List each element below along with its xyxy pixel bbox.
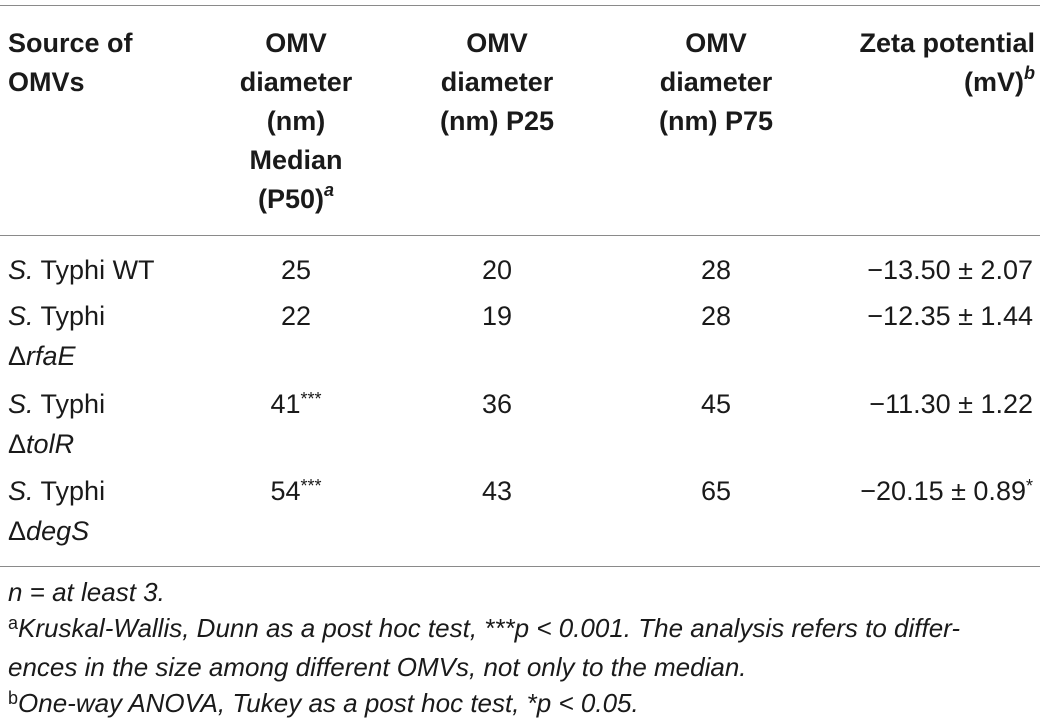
cell-median-value: 54 <box>270 476 301 506</box>
cell-median: 41*** <box>212 384 380 427</box>
cell-source-genus: S. <box>8 476 34 506</box>
cell-p75: 28 <box>700 255 732 285</box>
cell-zeta: −13.50 ± 2.07 <box>867 255 1033 285</box>
header-median-line1: OMV <box>265 28 327 58</box>
cell-source-mutant: rfaE <box>26 341 76 371</box>
table-bottom-rule <box>0 566 1040 567</box>
cell-source-delta: Δ <box>8 341 27 371</box>
header-median-line3: (nm) <box>266 106 326 136</box>
header-median-footnote-mark: a <box>324 180 335 200</box>
header-zeta: Zeta potential (mV)b <box>790 24 1035 102</box>
cell-source: S. Typhi ΔdegS <box>8 471 105 551</box>
header-p25-line3: (nm) P25 <box>439 106 555 136</box>
cell-median-value: 41 <box>270 389 301 419</box>
header-p75-line3: (nm) P75 <box>658 106 774 136</box>
cell-zeta: −20.15 ± 0.89* <box>790 471 1033 514</box>
header-zeta-footnote-mark: b <box>1024 63 1035 83</box>
cell-source-genus: S. <box>8 255 34 285</box>
table-header-rule <box>0 235 1040 236</box>
cell-source: S. Typhi ΔtolR <box>8 384 105 464</box>
cell-source-genus: S. <box>8 301 34 331</box>
cell-source-mutant: degS <box>26 516 90 546</box>
cell-p25: 43 <box>481 476 513 506</box>
header-zeta-line1: Zeta potential <box>859 28 1035 58</box>
cell-source-genus: S. <box>8 389 34 419</box>
cell-source: S. Typhi ΔrfaE <box>8 296 105 376</box>
cell-median-significance: *** <box>300 389 322 409</box>
header-median-line4: Median <box>249 145 343 175</box>
cell-source: S. Typhi WT <box>8 250 155 290</box>
header-p25-line1: OMV <box>466 28 528 58</box>
footnote-b: bOne-way ANOVA, Tukey as a post hoc test… <box>8 685 1033 724</box>
cell-median-significance: *** <box>300 476 322 496</box>
header-median-line5-text: (P50) <box>257 184 324 214</box>
header-p75-line1: OMV <box>685 28 747 58</box>
footnote-a-continued: ences in the size among different OMVs, … <box>8 652 747 682</box>
header-source: Source of OMVs <box>8 24 208 102</box>
header-p75: OMV diameter (nm) P75 <box>632 24 800 141</box>
cell-median: 22 <box>212 296 380 336</box>
footnote-a: aKruskal-Wallis, Dunn as a post hoc test… <box>8 610 1033 649</box>
header-median-line2: diameter <box>239 67 353 97</box>
footnote-b-mark: b <box>8 688 19 708</box>
cell-source-mutant: tolR <box>26 429 75 459</box>
cell-zeta: −12.35 ± 1.44 <box>867 301 1033 331</box>
cell-p75: 65 <box>700 476 732 506</box>
header-p75-line2: diameter <box>659 67 773 97</box>
header-median-line5: (P50)a <box>212 180 380 219</box>
header-zeta-line2-text: (mV) <box>964 67 1024 97</box>
footnote-a-mark: a <box>8 613 19 633</box>
footnote-n: n = at least 3. <box>8 577 165 607</box>
footnote-b-line1: One-way ANOVA, Tukey as a post hoc test,… <box>18 688 639 718</box>
cell-median-value: 22 <box>280 301 312 331</box>
header-median: OMV diameter (nm) Median (P50)a <box>212 24 380 219</box>
header-p25: OMV diameter (nm) P25 <box>413 24 581 141</box>
header-source-line2: OMVs <box>8 67 85 97</box>
header-source-line1: Source of <box>8 28 133 58</box>
cell-median: 54*** <box>212 471 380 514</box>
cell-p25: 20 <box>481 255 513 285</box>
cell-zeta-significance: * <box>1025 476 1033 496</box>
cell-median-value: 25 <box>280 255 312 285</box>
cell-source-name: Typhi <box>40 476 106 506</box>
cell-source-name: Typhi WT <box>40 255 155 285</box>
cell-p75: 45 <box>700 389 732 419</box>
cell-source-name: Typhi <box>40 389 106 419</box>
header-p25-line2: diameter <box>440 67 554 97</box>
cell-source-delta: Δ <box>8 516 27 546</box>
cell-source-name: Typhi <box>40 301 106 331</box>
table-top-rule <box>0 5 1040 6</box>
header-zeta-line2: (mV)b <box>790 63 1035 102</box>
cell-p25: 19 <box>481 301 513 331</box>
table-footnotes: n = at least 3. aKruskal-Wallis, Dunn as… <box>8 574 1033 724</box>
cell-median: 25 <box>212 250 380 290</box>
cell-zeta-value: −20.15 ± 0.89 <box>860 476 1026 506</box>
cell-source-delta: Δ <box>8 429 27 459</box>
cell-p75: 28 <box>700 301 732 331</box>
footnote-a-line1: Kruskal-Wallis, Dunn as a post hoc test,… <box>18 613 961 643</box>
cell-zeta: −11.30 ± 1.22 <box>869 389 1033 419</box>
cell-p25: 36 <box>481 389 513 419</box>
